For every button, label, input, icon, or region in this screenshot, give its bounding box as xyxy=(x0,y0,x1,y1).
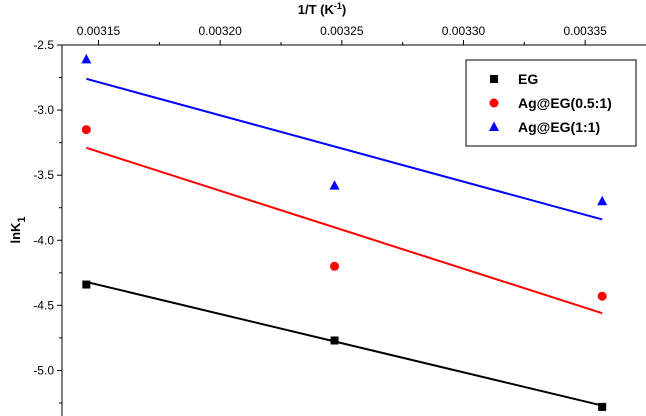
y-tick-label: -3.0 xyxy=(33,103,54,117)
data-point-series-2 xyxy=(597,291,607,301)
legend-label-series-2: Ag@EG(0.5:1) xyxy=(518,95,612,111)
legend-label-series-3: Ag@EG(1:1) xyxy=(518,119,600,135)
data-point-series-3 xyxy=(81,53,92,64)
legend-marker-series-3 xyxy=(489,121,499,131)
y-axis-ticks: -2.5 -3.0 -3.5 -4.0 -4.5 -5.0 xyxy=(33,38,62,404)
x-tick-label: 0.00315 xyxy=(77,24,121,38)
legend-label-series-1: EG xyxy=(518,71,538,87)
fit-line-series-3 xyxy=(86,77,603,221)
data-point-series-3 xyxy=(329,180,340,190)
y-tick-label: -4.5 xyxy=(33,298,54,312)
x-axis-title: 1/T (K-1) xyxy=(298,1,346,17)
fit-line-series-1 xyxy=(86,280,603,407)
data-point-series-1 xyxy=(330,336,339,345)
data-markers xyxy=(81,53,608,411)
fit-lines xyxy=(86,77,603,407)
data-point-series-1 xyxy=(598,402,607,411)
y-tick-label: -5.0 xyxy=(33,363,54,377)
data-point-series-3 xyxy=(597,195,608,206)
data-point-series-1 xyxy=(82,280,91,289)
legend: EG Ag@EG(0.5:1) Ag@EG(1:1) xyxy=(465,59,637,147)
data-point-series-2 xyxy=(330,261,340,271)
y-axis-title: lnK1 xyxy=(8,216,28,243)
x-tick-label: 0.00330 xyxy=(442,24,486,38)
x-tick-label: 0.00325 xyxy=(320,24,364,38)
x-tick-label: 0.00320 xyxy=(198,24,242,38)
y-tick-label: -3.5 xyxy=(33,168,54,182)
fit-line-series-2 xyxy=(86,146,603,315)
legend-marker-series-2 xyxy=(489,98,499,108)
data-point-series-2 xyxy=(81,125,91,135)
x-tick-label: 0.00335 xyxy=(563,24,607,38)
legend-marker-series-1 xyxy=(490,75,498,83)
y-tick-label: -2.5 xyxy=(33,38,54,52)
x-axis-ticks: 0.00315 0.00320 0.00325 0.00330 0.00335 xyxy=(77,24,607,45)
y-tick-label: -4.0 xyxy=(33,233,54,247)
